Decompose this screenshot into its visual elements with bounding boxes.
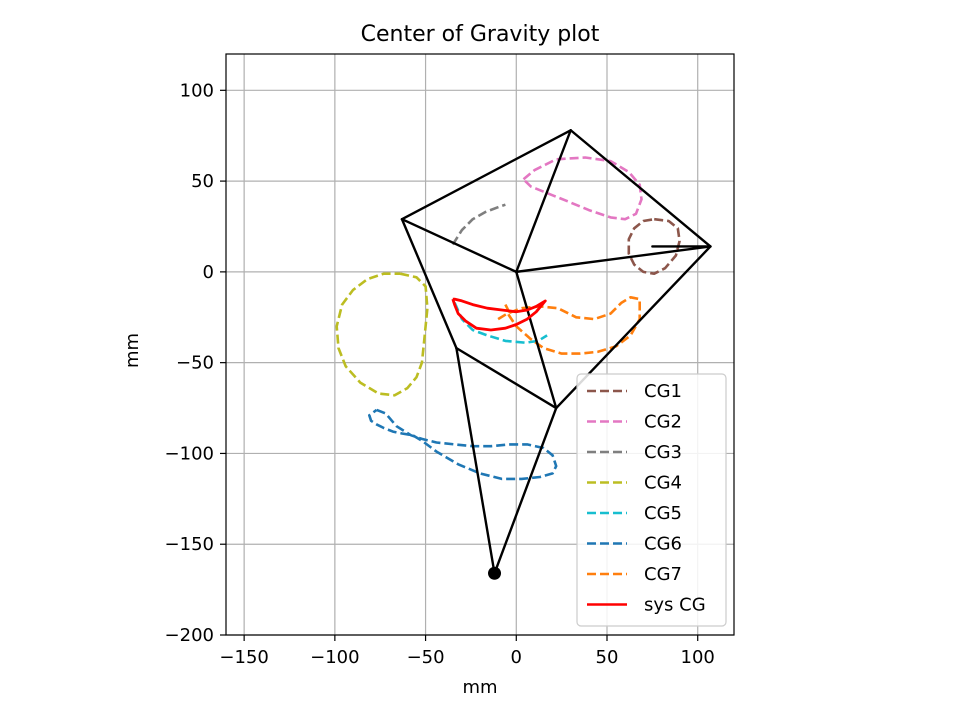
series-cg7 [497, 295, 642, 355]
linkage-segment [515, 270, 558, 410]
x-axis-label: mm [462, 677, 497, 698]
linkage-segment [400, 218, 518, 274]
y-tick-label: −150 [165, 534, 214, 555]
x-ticks: −150 −100 −50 0 50 100 [219, 635, 715, 668]
y-tick-label: −50 [176, 353, 214, 374]
plot-content [335, 129, 712, 580]
legend-label: CG3 [644, 442, 682, 463]
series-cg4 [335, 272, 429, 397]
grid [226, 54, 734, 636]
pivot-point [488, 566, 502, 580]
x-tick-label: −100 [310, 647, 359, 668]
series-sys-cg [451, 297, 547, 332]
series-cg6 [367, 408, 558, 481]
legend-box [576, 373, 727, 627]
series-cg1 [627, 217, 681, 276]
y-axis-label: mm [122, 333, 143, 368]
x-tick-label: −150 [219, 647, 268, 668]
x-tick-label: −50 [407, 647, 445, 668]
linkage-segment [400, 129, 572, 221]
chart-title: Center of Gravity plot [361, 22, 600, 47]
linkage-segment [515, 129, 572, 274]
linkage-segment [569, 129, 712, 248]
legend-label: CG4 [644, 473, 682, 494]
series-cg3 [451, 203, 506, 246]
x-tick-label: 100 [681, 647, 715, 668]
legend: CG1 CG2 CG3 CG4 CG5 CG6 CG7 sys CG [576, 373, 727, 627]
x-tick-label: 0 [511, 647, 522, 668]
linkage-segment [515, 245, 712, 274]
x-tick-label: 50 [596, 647, 619, 668]
legend-label: CG7 [644, 564, 682, 585]
y-ticks: −200 −150 −100 −50 0 50 100 [165, 80, 226, 646]
axes-frame [225, 53, 735, 636]
legend-label: CG5 [644, 503, 682, 524]
linkage-segment [400, 218, 458, 350]
y-tick-label: 50 [191, 171, 214, 192]
y-tick-label: −200 [165, 625, 214, 646]
y-tick-label: 0 [203, 262, 214, 283]
linkage-segment [455, 346, 496, 575]
legend-label: CG6 [644, 534, 682, 555]
series-cg2 [522, 156, 643, 221]
legend-label: CG2 [644, 412, 682, 433]
legend-label: CG1 [644, 381, 682, 402]
y-tick-label: −100 [165, 443, 214, 464]
y-tick-label: 100 [180, 80, 214, 101]
linkage-segment [493, 406, 558, 575]
legend-label: sys CG [644, 595, 706, 616]
linkage-segment [455, 346, 558, 410]
